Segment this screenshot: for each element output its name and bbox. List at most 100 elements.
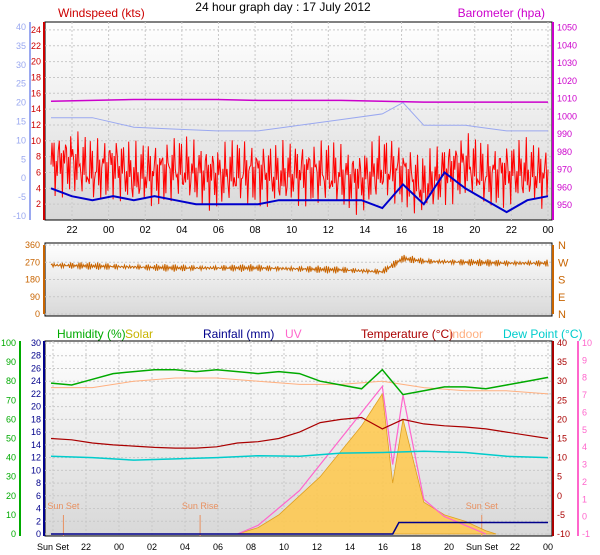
humidity-tick-label: 100 — [1, 338, 16, 348]
barometer-tick-label: 1040 — [557, 40, 577, 50]
weather-x-tick-label: Sun Set — [466, 542, 499, 552]
barometer-tick-label: 1010 — [557, 94, 577, 104]
weather-x-tick-label: 16 — [378, 542, 388, 552]
barometer-tick-label: 980 — [557, 147, 572, 157]
uv-tick-label: 0 — [582, 512, 587, 522]
temp-left-tick-label: 26 — [31, 363, 41, 373]
wind-outer-tick-label: -10 — [13, 211, 26, 221]
sun-annotation: Sun Set — [47, 501, 80, 511]
temp-right-tick-label: -5 — [557, 510, 565, 520]
wind-outer-tick-label: 30 — [16, 60, 26, 70]
wind-x-tick-label: 02 — [140, 225, 152, 236]
legend-uv: UV — [285, 327, 302, 341]
weather-x-tick-label: 12 — [312, 542, 322, 552]
wind-x-tick-label: 08 — [250, 225, 262, 236]
wind-x-tick-label: 20 — [469, 225, 481, 236]
wind-outer-tick-label: 0 — [21, 173, 26, 183]
wind-outer-tick-label: 35 — [16, 41, 26, 51]
sun-annotation: Sun Set — [466, 501, 499, 511]
barometer-tick-label: 1000 — [557, 111, 577, 121]
temp-left-tick-label: 20 — [31, 402, 41, 412]
weather-x-tick-label: 02 — [147, 542, 157, 552]
barometer-tick-label: 1050 — [557, 23, 577, 33]
barometer-tick-label: 970 — [557, 165, 572, 175]
temp-right-tick-label: 15 — [557, 434, 567, 444]
temp-right-tick-label: 5 — [557, 472, 562, 482]
wind-outer-tick-label: 20 — [16, 98, 26, 108]
wind-x-tick-label: 14 — [359, 225, 371, 236]
temp-left-tick-label: 6 — [36, 491, 41, 501]
weather-x-tick-label: 08 — [246, 542, 256, 552]
temp-right-tick-label: 25 — [557, 395, 567, 405]
solar-area — [237, 392, 497, 535]
wind-inner-tick-label: 4 — [36, 183, 41, 193]
weather-x-tick-label: Sun Set — [37, 542, 70, 552]
weather-x-tick-label: 22 — [510, 542, 520, 552]
rainfall-line — [51, 521, 548, 535]
temp-left-tick-label: 10 — [31, 465, 41, 475]
temp-left-tick-label: 14 — [31, 440, 41, 450]
wind-inner-tick-label: 10 — [31, 136, 41, 146]
temp-left-tick-label: 28 — [31, 351, 41, 361]
temp-right-tick-label: 20 — [557, 414, 567, 424]
temp-right-tick-label: 35 — [557, 357, 567, 367]
weather-x-tick-label: 04 — [180, 542, 190, 552]
sun-annotation: Sun Rise — [182, 501, 219, 511]
direction-tick-label: 90 — [30, 292, 40, 302]
direction-tick-label: 0 — [35, 309, 40, 319]
barometer-tick-label: 990 — [557, 129, 572, 139]
uv-tick-label: -1 — [582, 529, 590, 539]
weather-x-tick-label: 14 — [345, 542, 355, 552]
wind-inner-tick-label: 18 — [31, 72, 41, 82]
wind-x-tick-label: 18 — [433, 225, 445, 236]
uv-tick-label: 6 — [582, 407, 587, 417]
temp-left-tick-label: 16 — [31, 427, 41, 437]
legend-temperature: Temperature (°C) — [361, 327, 453, 341]
uv-tick-label: 8 — [582, 373, 587, 383]
indoor-line — [51, 377, 549, 395]
humidity-tick-label: 70 — [6, 395, 16, 405]
wind-inner-tick-label: 12 — [31, 120, 41, 130]
humidity-tick-label: 30 — [6, 472, 16, 482]
barometer-legend: Barometer (hpa) — [458, 6, 545, 20]
legend-humidity: Humidity (%) — [57, 327, 126, 341]
wind-x-tick-label: 10 — [286, 225, 298, 236]
direction-tick-label: 180 — [25, 275, 40, 285]
humidity-line — [50, 368, 549, 396]
weather-x-tick-label: 18 — [411, 542, 421, 552]
temperature-line — [50, 416, 549, 449]
temp-left-tick-label: 12 — [31, 453, 41, 463]
humidity-tick-label: 10 — [6, 510, 16, 520]
windspeed-average-line — [50, 171, 549, 214]
temp-left-tick-label: 22 — [31, 389, 41, 399]
compass-label: N — [558, 309, 566, 321]
humidity-tick-label: 50 — [6, 434, 16, 444]
wind-x-tick-label: 22 — [66, 225, 78, 236]
wind-x-tick-label: 12 — [323, 225, 335, 236]
wind-x-tick-label: 16 — [396, 225, 408, 236]
wind-x-tick-label: 00 — [103, 225, 115, 236]
uv-tick-label: 4 — [582, 442, 587, 452]
windspeed-line — [50, 131, 549, 215]
wind-outer-tick-label: 5 — [21, 154, 26, 164]
temp-right-tick-label: -10 — [557, 529, 570, 539]
wind-x-tick-label: 22 — [506, 225, 518, 236]
compass-label: N — [558, 240, 566, 252]
legend-indoor: Indoor — [449, 327, 483, 341]
temp-right-tick-label: 0 — [557, 491, 562, 501]
wind-outer-tick-label: 15 — [16, 117, 26, 127]
legend-solar: Solar — [125, 327, 153, 341]
wind-inner-tick-label: 14 — [31, 104, 41, 114]
wind-scale-series-line — [51, 101, 548, 132]
humidity-tick-label: 40 — [6, 453, 16, 463]
wind-inner-tick-label: 24 — [31, 25, 41, 35]
uv-line — [237, 384, 487, 535]
temp-right-tick-label: 40 — [557, 338, 567, 348]
temp-left-tick-label: 30 — [31, 338, 41, 348]
wind-inner-tick-label: 8 — [36, 152, 41, 162]
humidity-tick-label: 0 — [11, 529, 16, 539]
temp-right-tick-label: 30 — [557, 376, 567, 386]
weather-x-tick-label: 22 — [81, 542, 91, 552]
wind-inner-tick-label: 2 — [36, 199, 41, 209]
uv-tick-label: 2 — [582, 477, 587, 487]
